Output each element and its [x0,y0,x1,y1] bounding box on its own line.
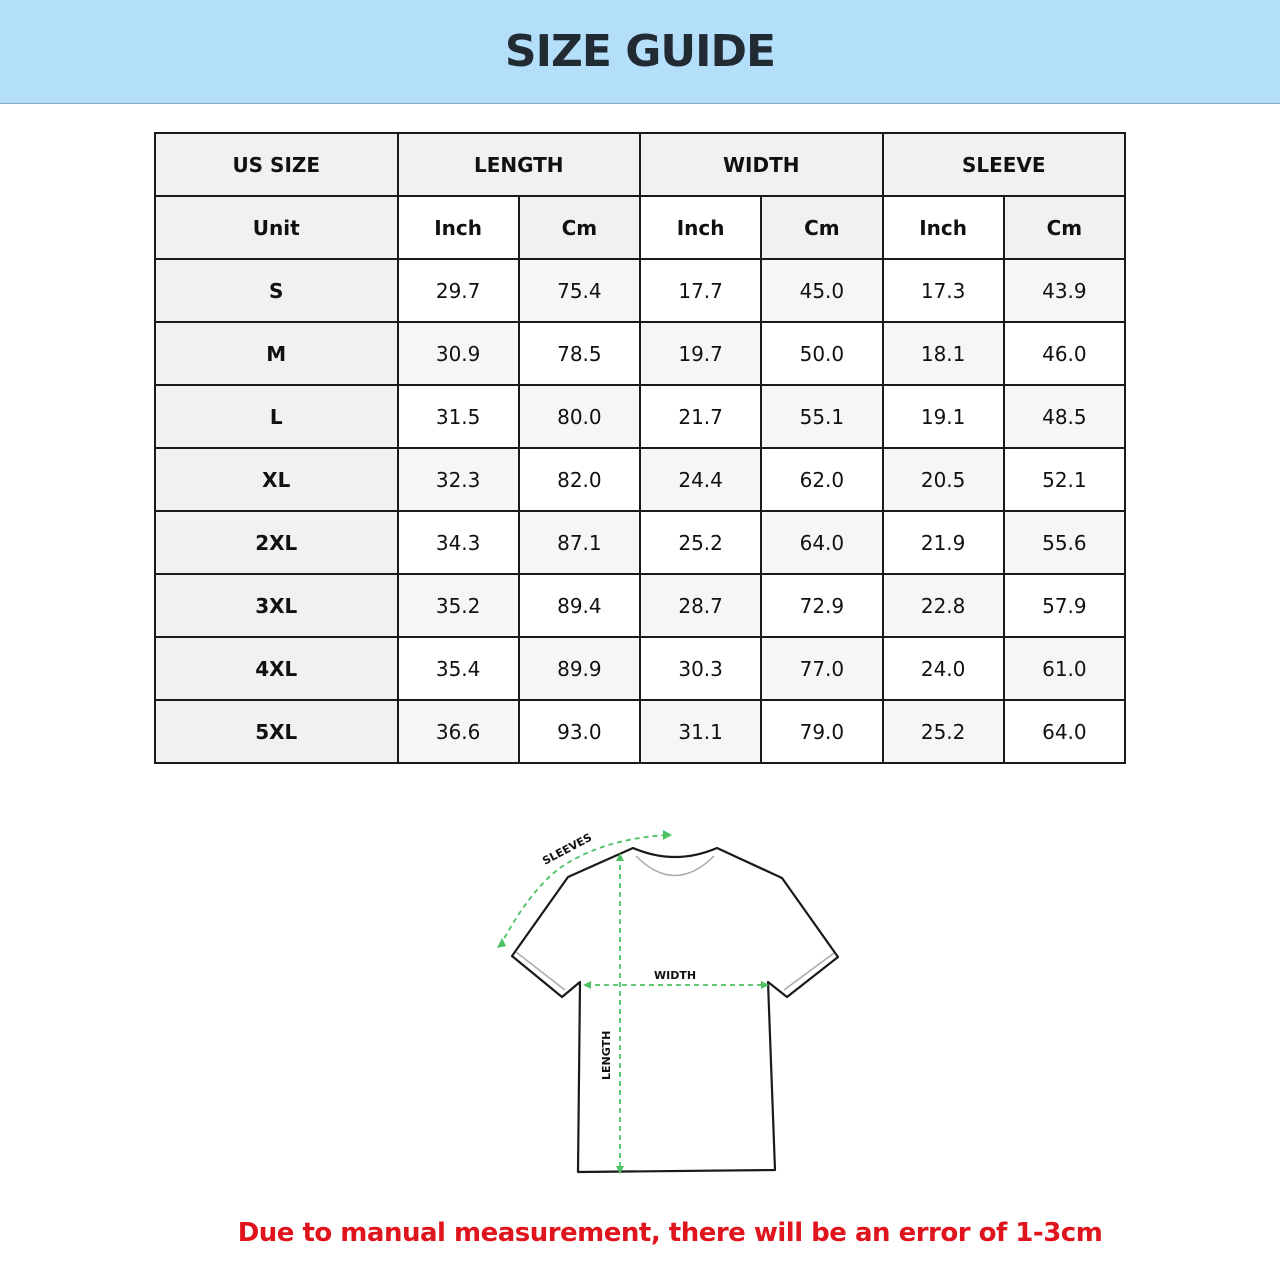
measurement-note: Due to manual measurement, there will be… [237,1218,1103,1248]
unit-cell: Inch [881,195,1005,260]
size-cell: 3XL [154,573,399,638]
measurement-cell: 25.2 [881,699,1005,764]
measurement-cell: 52.1 [1002,447,1127,512]
measurement-cell: 21.9 [881,510,1005,575]
unit-cell: Inch [638,195,763,260]
size-cell: M [154,321,399,386]
arrowhead [616,1166,624,1174]
measurement-cell: 31.1 [638,699,763,764]
measurement-cell: 35.4 [396,636,520,701]
measurement-cell: 50.0 [760,321,884,386]
arrowhead [663,830,672,840]
arrowhead [583,981,591,989]
size-cell: 2XL [154,510,399,575]
table-row: L 31.5 80.0 21.7 55.1 19.1 48.5 [154,384,1127,449]
measurement-cell: 64.0 [1002,699,1127,764]
measurement-cell: 30.3 [638,636,763,701]
measurement-cell: 43.9 [1002,258,1127,323]
table-row: 5XL 36.6 93.0 31.1 79.0 25.2 64.0 [154,699,1127,764]
table-row: 2XL 34.3 87.1 25.2 64.0 21.9 55.6 [154,510,1127,575]
measurement-cell: 80.0 [517,384,642,449]
measurement-cell: 62.0 [760,447,884,512]
header-width: WIDTH [639,132,884,197]
measurement-cell: 61.0 [1002,636,1127,701]
sleeve-cuff-right [783,952,835,991]
measurement-cell: 82.0 [517,447,642,512]
measurement-cell: 18.1 [881,321,1005,386]
measurement-cell: 64.0 [760,510,884,575]
measurement-cell: 19.7 [638,321,763,386]
measurement-cell: 57.9 [1002,573,1127,638]
size-cell: S [154,258,399,323]
measurement-cell: 22.8 [881,573,1005,638]
tshirt-outline [510,846,840,1174]
measurement-cell: 32.3 [396,447,520,512]
arrowhead [761,981,769,989]
size-cell: XL [154,447,399,512]
measurement-cell: 21.7 [638,384,763,449]
measurement-cell: 72.9 [760,573,884,638]
unit-cell: Cm [760,195,884,260]
measurement-cell: 17.7 [638,258,763,323]
measurement-cell: 93.0 [517,699,642,764]
size-table: US SIZE LENGTH WIDTH SLEEVE Unit Inch Cm… [154,132,1127,764]
sleeve-arrow [499,834,666,947]
measurement-cell: 48.5 [1002,384,1127,449]
measurement-cell: 19.1 [881,384,1005,449]
measurement-cell: 30.9 [396,321,520,386]
header-length: LENGTH [396,132,641,197]
sleeve-cuff-left [515,951,566,991]
unit-cell: Inch [396,195,520,260]
measurement-cell: 75.4 [517,258,642,323]
measurement-cell: 89.9 [517,636,642,701]
measurement-cell: 89.4 [517,573,642,638]
measurement-cell: 55.6 [1002,510,1127,575]
table-row: S 29.7 75.4 17.7 45.0 17.3 43.9 [154,258,1127,323]
measurement-cell: 55.1 [760,384,884,449]
width-label: WIDTH [654,969,696,982]
measurement-cell: 31.5 [396,384,520,449]
measurement-cell: 34.3 [396,510,520,575]
size-cell: 5XL [154,699,399,764]
measurement-cell: 24.4 [638,447,763,512]
arrowhead [616,853,624,861]
group-header-row: US SIZE LENGTH WIDTH SLEEVE [154,132,1126,197]
measurement-cell: 77.0 [760,636,884,701]
header-us-size: US SIZE [154,132,399,197]
header-sleeve: SLEEVE [881,132,1126,197]
measurement-cell: 24.0 [881,636,1005,701]
measurement-cell: 45.0 [760,258,884,323]
collar-stitch [635,855,715,877]
measurement-cell: 36.6 [396,699,520,764]
unit-cell: Cm [1002,195,1127,260]
measurement-cell: 46.0 [1002,321,1127,386]
title-banner: SIZE GUIDE [0,0,1280,104]
measurement-cell: 28.7 [638,573,763,638]
table-row: 3XL 35.2 89.4 28.7 72.9 22.8 57.9 [154,573,1127,638]
measurement-cell: 20.5 [881,447,1005,512]
measurement-cell: 29.7 [396,258,520,323]
measurement-cell: 78.5 [517,321,642,386]
table-row: 4XL 35.4 89.9 30.3 77.0 24.0 61.0 [154,636,1127,701]
size-cell: L [154,384,399,449]
sleeves-label: SLEEVES [540,831,594,868]
unit-label: Unit [154,195,399,260]
unit-cell: Cm [517,195,642,260]
table-row: M 30.9 78.5 19.7 50.0 18.1 46.0 [154,321,1127,386]
measurement-cell: 17.3 [881,258,1005,323]
length-label: LENGTH [600,1031,613,1080]
arrowhead [497,938,506,948]
measurement-cell: 79.0 [760,699,884,764]
unit-row: Unit Inch Cm Inch Cm Inch Cm [154,195,1127,260]
page-title: SIZE GUIDE [504,26,776,77]
table-row: XL 32.3 82.0 24.4 62.0 20.5 52.1 [154,447,1127,512]
measurement-cell: 25.2 [638,510,763,575]
measurement-cell: 35.2 [396,573,520,638]
measurement-cell: 87.1 [517,510,642,575]
size-cell: 4XL [154,636,399,701]
